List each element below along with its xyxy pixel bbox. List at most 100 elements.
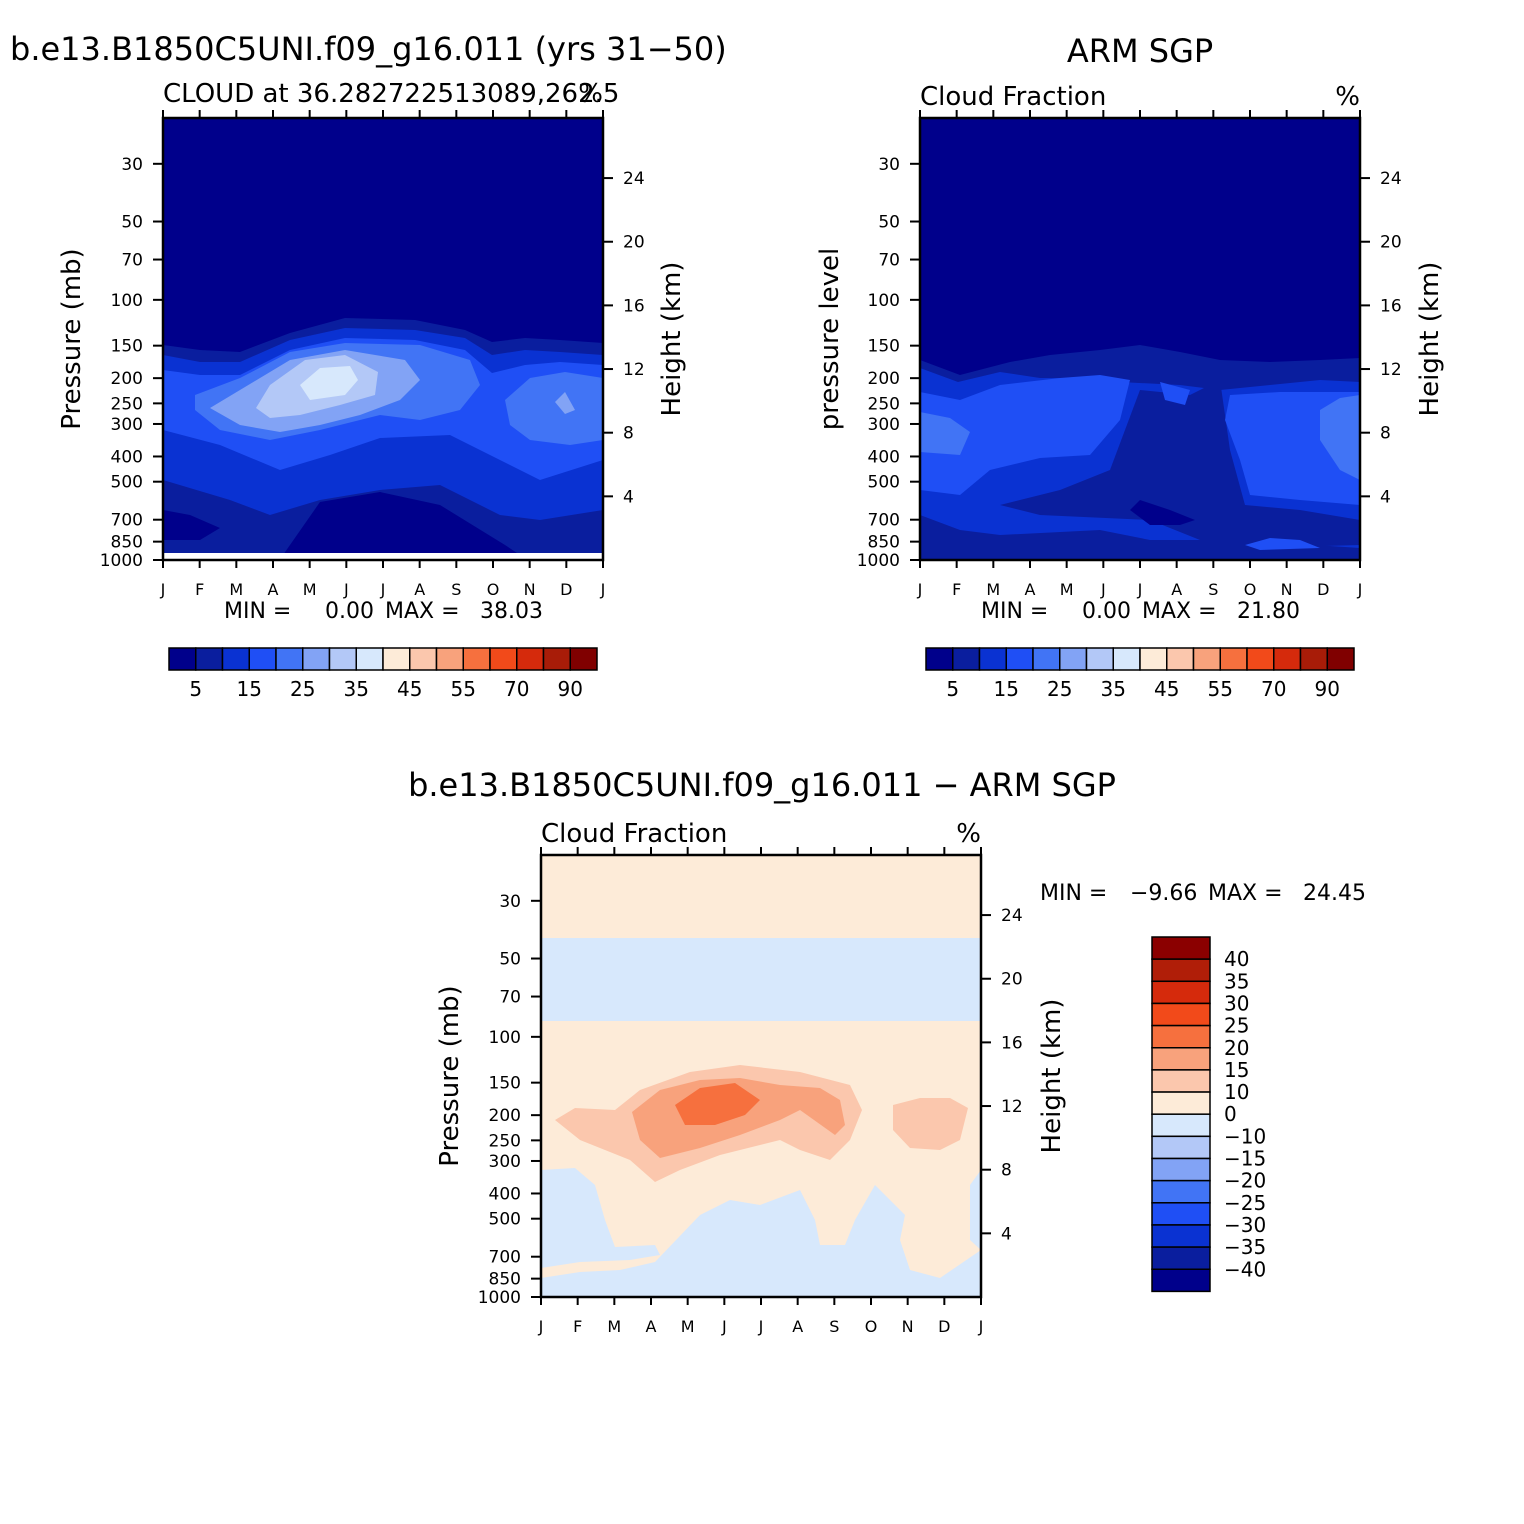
x-tick-label: A	[646, 1317, 657, 1336]
colorbar-label: 45	[397, 677, 422, 701]
x-tick-label: M	[229, 580, 243, 599]
colorbar-label: 55	[1208, 677, 1233, 701]
y-tick-label: 300	[111, 415, 143, 435]
x-tick-label: J	[721, 1317, 727, 1336]
panel-obs-contours	[920, 118, 1360, 560]
contour-fill-20c	[555, 392, 575, 414]
colorbar-label: 30	[1224, 991, 1249, 1015]
panel-diff-contours	[541, 855, 981, 1297]
colorbar-box	[489, 647, 518, 671]
panel-model-stats: MIN = 0.00 MAX = 38.03	[224, 599, 543, 624]
y-tick-label: 70	[878, 251, 900, 271]
y-tick-label: 70	[499, 988, 521, 1008]
y-tick-label: 500	[489, 1210, 521, 1230]
y2-tick-label: 16	[1380, 296, 1402, 316]
colorbar-box	[355, 647, 384, 671]
colorbar-box	[1151, 1157, 1211, 1182]
x-tick-label: S	[829, 1317, 839, 1336]
colorbar-box	[952, 647, 981, 671]
x-tick-label: J	[380, 580, 386, 599]
panel-model-title: b.e13.B1850C5UNI.f09_g16.011 (yrs 31−50)	[10, 30, 727, 68]
contour-fill-neg-left	[541, 1168, 660, 1268]
x-tick-label: D	[560, 580, 572, 599]
x-tick-label: M	[607, 1317, 621, 1336]
panel-model-contours	[163, 118, 603, 560]
colorbar-box	[1273, 647, 1302, 671]
y-tick-label: 500	[111, 473, 143, 493]
colorbar-label: 25	[290, 677, 315, 701]
y2-tick-label: 8	[1001, 1161, 1012, 1181]
x-tick-label: M	[303, 580, 317, 599]
x-tick-label: O	[1244, 580, 1257, 599]
panel-model-min-label: MIN =	[224, 599, 291, 624]
y2-tick-label: 16	[1001, 1033, 1023, 1053]
colorbar-box	[1151, 1135, 1211, 1160]
panel-diff-y2-axis: 24 20 16 12 8 4	[981, 906, 1023, 1244]
colorbar-label: 70	[504, 677, 529, 701]
contour-fill-15	[632, 1078, 845, 1158]
contour-fill-10b	[893, 1098, 968, 1150]
colorbar-box	[275, 647, 304, 671]
colorbar-box	[1085, 647, 1114, 671]
y-tick-label: 200	[868, 369, 900, 389]
colorbar-label: −15	[1224, 1147, 1266, 1171]
x-tick-label: J	[1100, 580, 1106, 599]
colorbar-box	[1151, 1024, 1211, 1049]
colorbar-label: −20	[1224, 1169, 1266, 1193]
colorbar-box	[978, 647, 1007, 671]
x-tick-label: J	[160, 580, 166, 599]
x-tick-label: J	[1137, 580, 1143, 599]
x-tick-label: S	[451, 580, 461, 599]
panel-model-y2label: Height (km)	[657, 262, 687, 417]
y2-tick-label: 12	[623, 360, 645, 380]
colorbar-box	[195, 647, 224, 671]
colorbar-label: 90	[1315, 677, 1340, 701]
y-tick-label: 150	[111, 337, 143, 357]
contour-fill-neg-right	[970, 1170, 981, 1250]
colorbar-box	[516, 647, 545, 671]
y-tick-label: 200	[111, 369, 143, 389]
x-tick-label: F	[573, 1317, 582, 1336]
contour-fill-20b	[505, 372, 603, 445]
x-tick-label: J	[600, 580, 606, 599]
y-tick-label: 100	[868, 291, 900, 311]
contour-fill-20b	[1320, 395, 1360, 480]
y-tick-label: 100	[111, 291, 143, 311]
colorbar-label: −30	[1224, 1213, 1266, 1237]
panel-model-colorbar: 5 15 25 35 45 55 70 90	[168, 647, 598, 701]
x-tick-label: M	[986, 580, 1000, 599]
colorbar-box	[1112, 647, 1141, 671]
colorbar-box	[1151, 1202, 1211, 1226]
panel-diff-right-string: %	[956, 819, 981, 849]
colorbar-box	[1151, 1224, 1211, 1248]
colorbar-label: 40	[1224, 947, 1249, 971]
colorbar-label: −25	[1224, 1191, 1266, 1215]
colorbar-box	[1326, 647, 1355, 671]
colorbar-box	[1166, 647, 1195, 671]
x-tick-label: M	[1060, 580, 1074, 599]
panel-obs-max: 21.80	[1237, 599, 1300, 624]
colorbar-label: 5	[946, 677, 959, 701]
panel-model-right-string: %	[578, 79, 603, 109]
y-tick-label: 1000	[857, 551, 900, 571]
panel-diff-min-label: MIN =	[1040, 881, 1107, 906]
y-tick-label: 400	[868, 447, 900, 467]
colorbar-box	[302, 647, 331, 671]
y-tick-label: 100	[489, 1028, 521, 1048]
contour-fill-20	[920, 412, 970, 455]
x-tick-label: D	[938, 1317, 950, 1336]
colorbar-label: 70	[1261, 677, 1286, 701]
colorbar-label: 35	[344, 677, 369, 701]
y-tick-label: 850	[868, 533, 900, 553]
colorbar-box	[925, 647, 954, 671]
panel-model-ylabel: Pressure (mb)	[57, 248, 87, 429]
y2-tick-label: 8	[623, 424, 634, 444]
colorbar-box	[1151, 1179, 1211, 1204]
panel-obs-right-string: %	[1335, 82, 1360, 112]
colorbar-box	[1151, 1268, 1211, 1293]
